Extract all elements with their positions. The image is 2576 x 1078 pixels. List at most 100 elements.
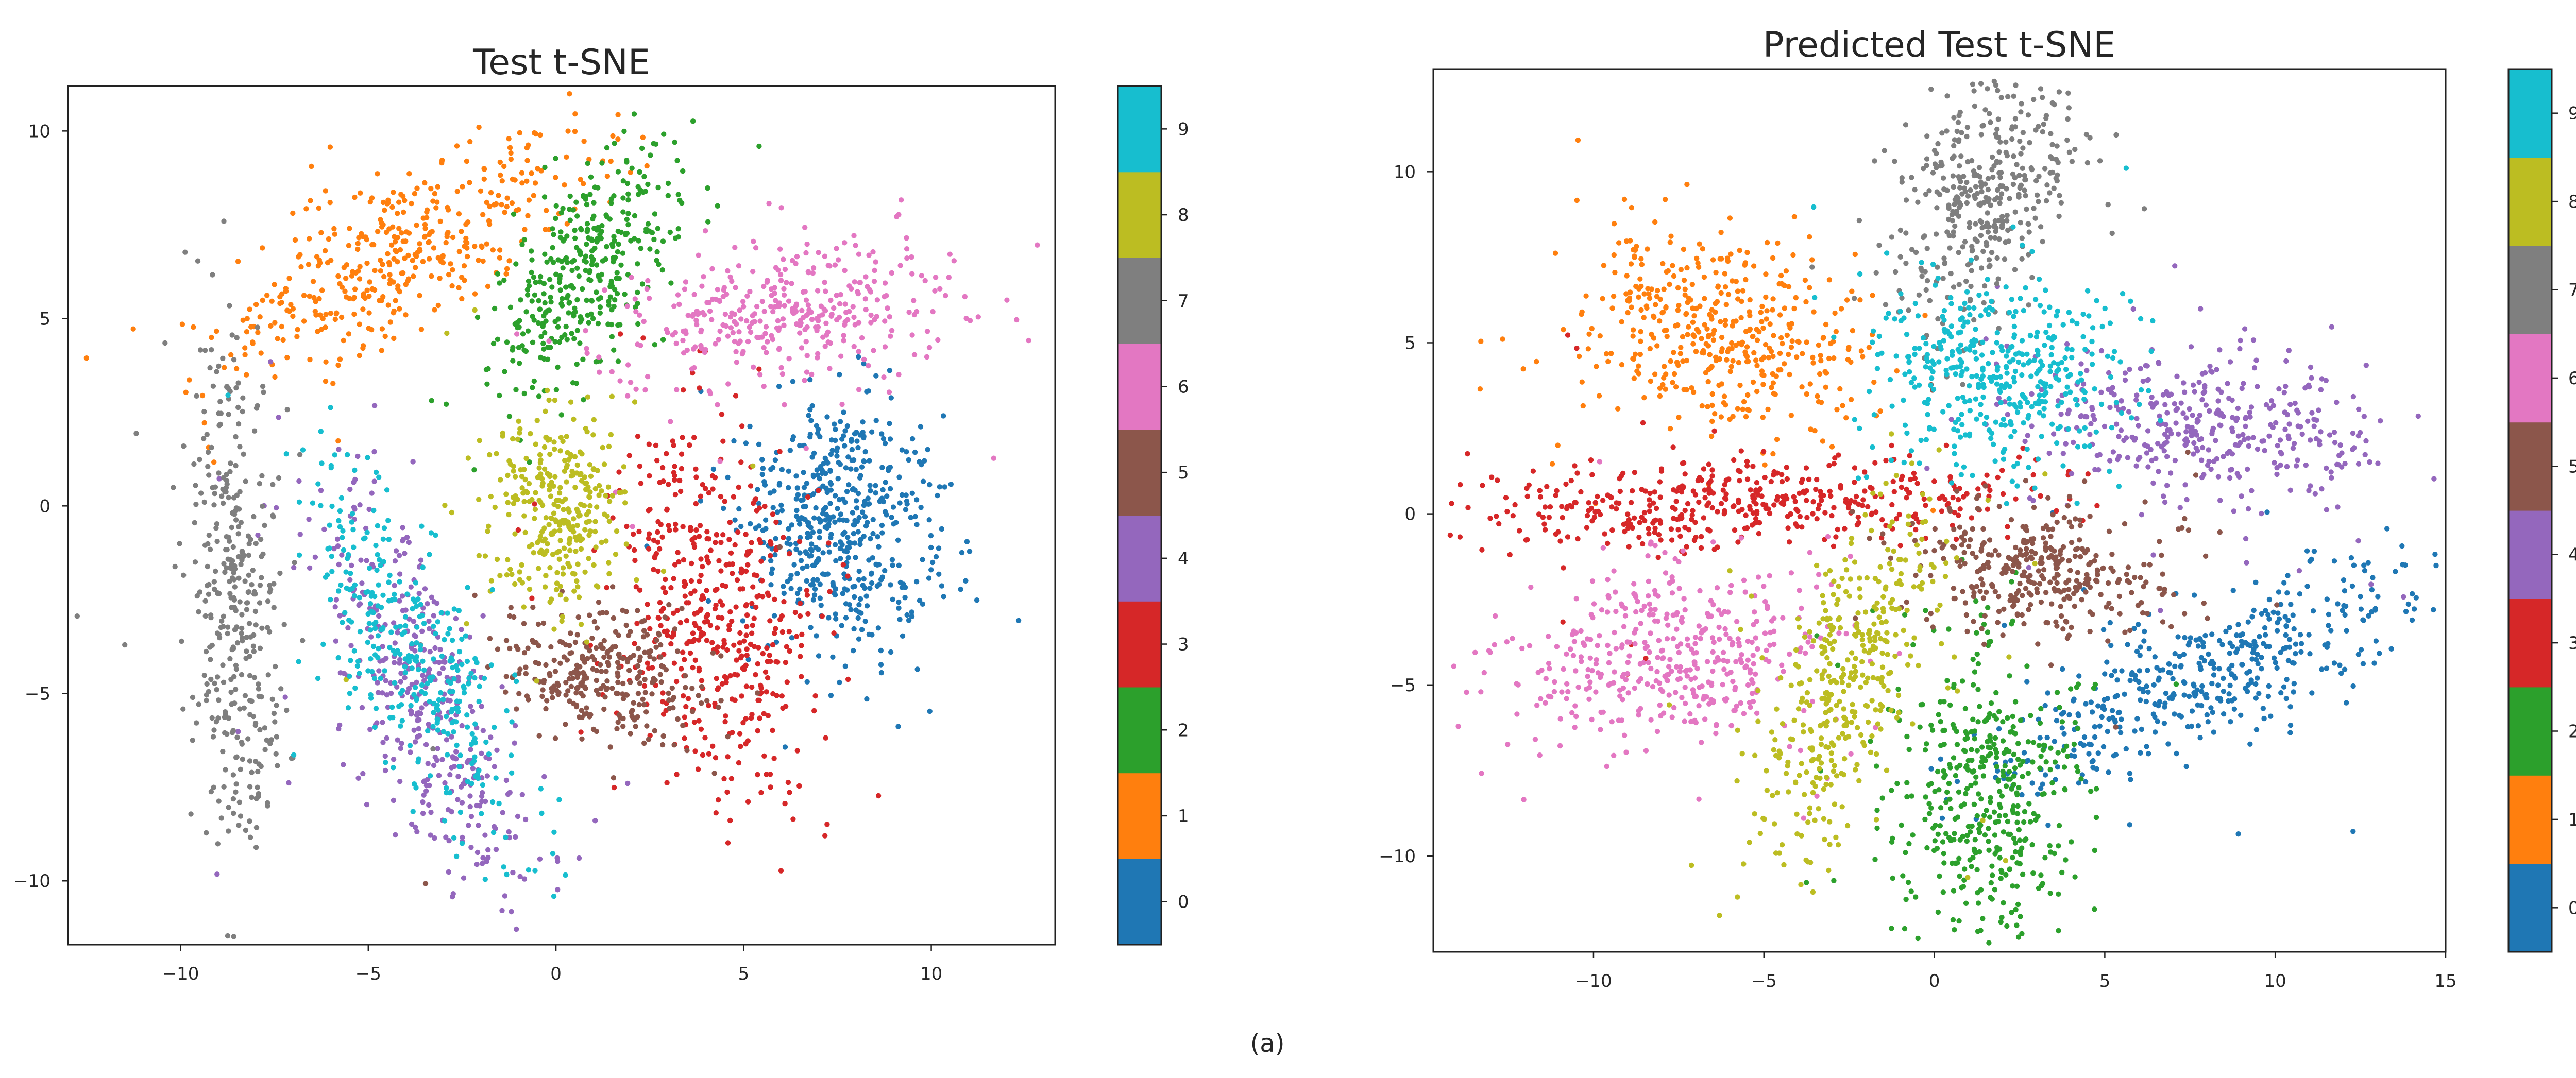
point	[357, 502, 363, 508]
point	[515, 436, 520, 442]
point	[820, 469, 826, 474]
point	[564, 434, 570, 439]
point	[564, 657, 570, 663]
point	[513, 678, 519, 685]
point	[611, 259, 616, 265]
point	[548, 644, 554, 650]
point	[2137, 653, 2143, 658]
point	[547, 482, 552, 488]
point	[352, 194, 358, 200]
point	[2132, 677, 2139, 682]
point	[732, 672, 738, 677]
point	[2399, 543, 2405, 549]
point	[826, 615, 832, 621]
point	[653, 644, 659, 651]
point	[770, 727, 775, 733]
point	[504, 871, 510, 878]
point	[580, 181, 586, 186]
point	[122, 642, 128, 648]
point	[527, 544, 532, 550]
point	[504, 708, 510, 714]
point	[568, 683, 574, 690]
point	[1894, 368, 1900, 374]
point	[2366, 613, 2371, 619]
point	[739, 693, 744, 699]
point	[557, 527, 563, 534]
point	[786, 468, 791, 474]
point	[864, 389, 870, 395]
point	[1827, 340, 1834, 347]
point	[230, 575, 235, 581]
point	[614, 528, 620, 534]
point	[558, 301, 564, 306]
point	[1969, 747, 1974, 752]
point	[1691, 313, 1697, 319]
point	[357, 629, 363, 635]
point	[335, 543, 341, 549]
point	[1744, 344, 1750, 350]
point	[239, 672, 245, 678]
point	[856, 354, 861, 360]
point	[2112, 668, 2118, 674]
point	[1657, 296, 1663, 302]
point	[2181, 652, 2187, 657]
point	[720, 294, 726, 299]
point	[1710, 331, 1716, 337]
point	[270, 482, 276, 487]
point	[476, 553, 482, 559]
point	[2297, 632, 2303, 638]
point	[736, 484, 741, 490]
point	[351, 504, 357, 510]
point	[391, 757, 397, 762]
point	[2227, 651, 2233, 656]
point	[2142, 628, 2147, 635]
point	[777, 544, 783, 550]
point	[671, 742, 677, 748]
point	[1902, 612, 1908, 618]
point	[727, 274, 733, 280]
point	[796, 539, 803, 544]
point	[2215, 695, 2221, 701]
point	[214, 328, 219, 334]
point	[1730, 278, 1735, 284]
point	[816, 546, 821, 552]
point	[864, 696, 870, 702]
point	[1811, 309, 1817, 315]
point	[1712, 411, 1718, 417]
point	[1686, 324, 1691, 330]
point	[1723, 284, 1728, 290]
point	[1478, 338, 1484, 344]
point	[868, 289, 874, 295]
point	[909, 436, 916, 442]
point	[734, 321, 739, 327]
point	[1772, 391, 1778, 397]
point	[1668, 358, 1673, 364]
point	[805, 611, 811, 617]
point	[646, 536, 652, 541]
point	[548, 493, 554, 499]
point	[1619, 362, 1625, 368]
point	[855, 615, 861, 621]
point	[1860, 354, 1866, 360]
point	[1762, 341, 1769, 348]
point	[680, 524, 686, 529]
point	[463, 235, 469, 242]
point	[704, 588, 709, 593]
point	[613, 552, 619, 557]
point	[879, 465, 885, 470]
point	[507, 145, 513, 150]
point	[820, 312, 825, 318]
point	[816, 653, 822, 659]
y-tick-label: −5	[25, 683, 50, 704]
point	[659, 267, 666, 273]
point	[209, 444, 214, 451]
point	[828, 451, 834, 457]
point	[675, 192, 681, 197]
point	[681, 350, 687, 356]
point	[253, 541, 259, 546]
point	[220, 662, 226, 668]
point	[935, 492, 940, 499]
point	[696, 534, 702, 539]
point	[625, 221, 631, 228]
